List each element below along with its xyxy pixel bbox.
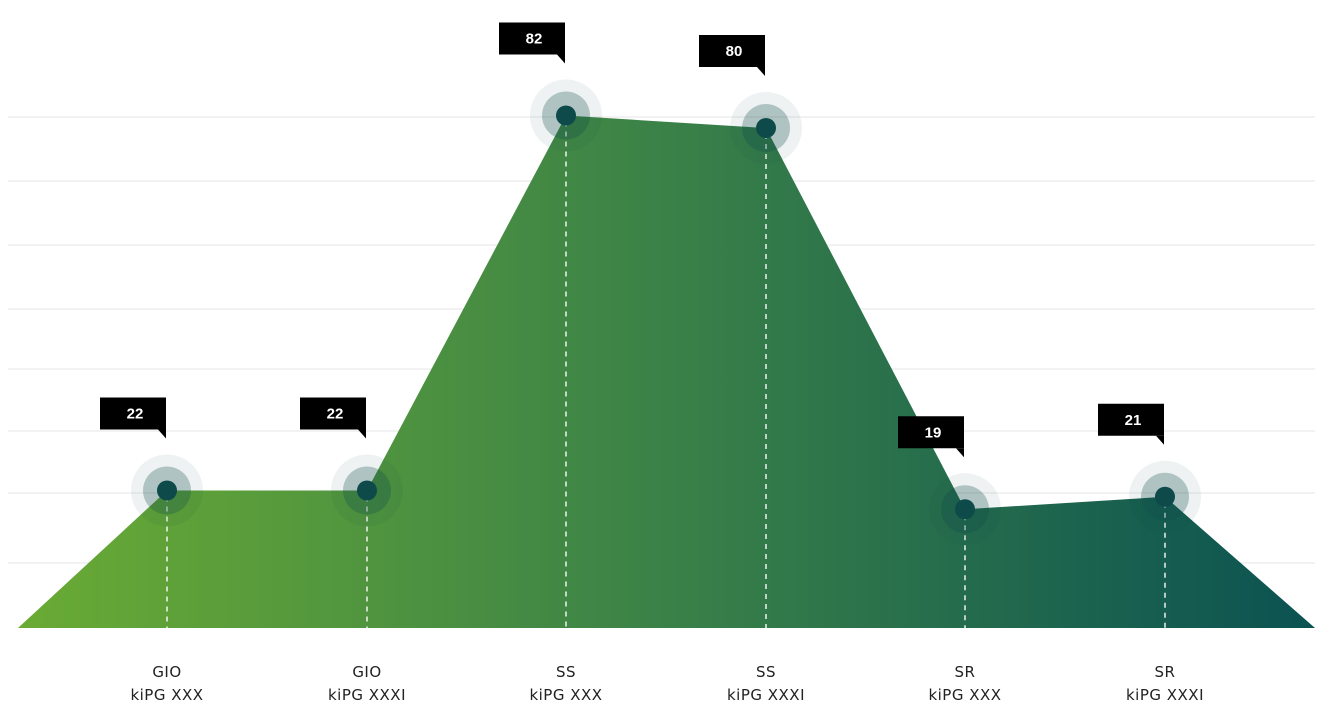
data-label-pointer bbox=[557, 54, 565, 64]
category-label-line1: SS bbox=[756, 663, 776, 681]
category-label-line1: GIO bbox=[352, 663, 381, 681]
data-label-pointer bbox=[956, 448, 964, 458]
data-label-badge: 80 bbox=[699, 35, 765, 76]
marker-dot bbox=[556, 105, 576, 126]
data-label-badge: 82 bbox=[499, 22, 565, 64]
category-label-line2: kiPG XXXI bbox=[328, 686, 406, 704]
category-label-line2: kiPG XXX bbox=[928, 686, 1001, 704]
data-label-pointer bbox=[358, 429, 366, 439]
data-label-text: 22 bbox=[327, 406, 344, 423]
data-label-badge: 21 bbox=[1098, 403, 1164, 445]
category-label-line2: kiPG XXX bbox=[529, 686, 602, 704]
marker-dot bbox=[1155, 486, 1175, 507]
data-point bbox=[331, 454, 403, 527]
marker-dot bbox=[157, 480, 177, 501]
data-label-box bbox=[300, 397, 366, 430]
data-label-pointer bbox=[757, 67, 765, 76]
data-label-badge: 22 bbox=[300, 397, 366, 439]
category-label-line1: GIO bbox=[152, 663, 181, 681]
data-point bbox=[131, 454, 203, 527]
drop-lines bbox=[166, 121, 1166, 628]
data-label-box bbox=[898, 416, 964, 449]
data-point bbox=[730, 92, 802, 164]
data-label-text: 82 bbox=[526, 31, 543, 48]
x-axis-labels: GIO kiPG XXX GIO kiPG XXXI SS kiPG XXX SS kiPG … bbox=[130, 663, 1204, 704]
marker-dot bbox=[357, 480, 377, 501]
data-label-pointer bbox=[158, 429, 166, 439]
category-label-line2: kiPG XXX bbox=[130, 686, 203, 704]
data-point bbox=[530, 79, 602, 152]
data-point bbox=[929, 473, 1001, 546]
category-label-line2: kiPG XXXI bbox=[1126, 686, 1204, 704]
data-label-box bbox=[699, 35, 765, 67]
category-label-line2: kiPG XXXI bbox=[727, 686, 805, 704]
data-point bbox=[1129, 460, 1201, 533]
data-labels: 22 22 82 80 19 21 bbox=[100, 22, 1164, 458]
data-label-pointer bbox=[1156, 435, 1164, 445]
data-label-text: 19 bbox=[925, 424, 942, 441]
data-label-text: 80 bbox=[726, 43, 743, 60]
category-label-line1: SR bbox=[955, 663, 976, 681]
data-label-text: 22 bbox=[127, 406, 144, 423]
data-label-box bbox=[499, 22, 565, 55]
data-label-text: 21 bbox=[1125, 412, 1142, 429]
data-label-box bbox=[1098, 403, 1164, 436]
point-markers bbox=[131, 79, 1201, 546]
category-label-line1: SS bbox=[556, 663, 576, 681]
category-label-line1: SR bbox=[1155, 663, 1176, 681]
data-label-badge: 22 bbox=[100, 397, 166, 439]
data-label-badge: 19 bbox=[898, 416, 964, 458]
marker-dot bbox=[955, 499, 975, 520]
marker-dot bbox=[756, 118, 776, 138]
data-label-box bbox=[100, 397, 166, 430]
area-series bbox=[18, 115, 1315, 628]
